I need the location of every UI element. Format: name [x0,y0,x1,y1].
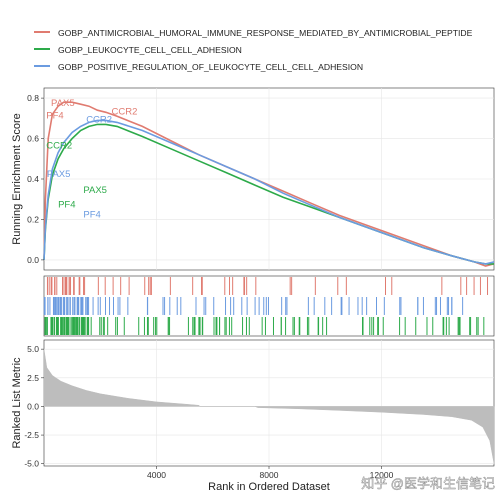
es-y-tick-label: 0.0 [27,255,39,265]
metric-y-tick-label: 5.0 [27,344,39,354]
es-y-tick-label: 0.8 [27,93,39,103]
x-tick-label: 12000 [370,470,394,480]
x-tick-label: 8000 [260,470,279,480]
ranked-metric-area [43,349,495,464]
legend: GOBP_ANTIMICROBIAL_HUMORAL_IMMUNE_RESPON… [34,28,473,72]
hit-marks [43,277,489,335]
x-axis-label: Rank in Ordered Dataset [208,481,330,493]
hits-panel [43,275,495,337]
metric-y-tick-label: -5.0 [24,459,39,469]
es-grid [44,88,494,270]
es-y-ticks: 0.0 0.2 0.4 0.6 0.8 [27,93,44,265]
gene-label: PAX5 [47,169,71,180]
metric-y-tick-label: 0.0 [27,401,39,411]
gene-label: PF4 [46,110,63,121]
gene-label: CCR2 [112,106,138,117]
gene-label: PF4 [83,209,100,220]
es-y-axis-label: Running Enrichment Score [11,113,23,244]
legend-entry: GOBP_POSITIVE_REGULATION_OF_LEUKOCYTE_CE… [58,62,363,72]
metric-y-axis-label: Ranked List Metric [11,357,23,449]
metric-y-tick-label: 2.5 [27,373,39,383]
metric-y-ticks: 5.0 2.5 0.0 -2.5 -5.0 [24,344,44,469]
x-ticks: 4000 8000 12000 [147,466,394,480]
watermark-text: 知乎 @医学和生信笔记 [361,476,495,491]
legend-entry: GOBP_LEUKOCYTE_CELL_CELL_ADHESION [58,45,242,55]
gene-label: CCR2 [46,141,72,152]
es-series-line [43,101,495,267]
es-y-tick-label: 0.2 [27,214,39,224]
es-series-line [43,119,495,265]
metric-area [43,349,495,464]
gene-label: PAX5 [83,185,107,196]
es-y-tick-label: 0.6 [27,134,39,144]
gene-label: PF4 [58,199,75,210]
gene-label: CCR2 [86,114,112,125]
es-lines [43,101,495,267]
es-y-tick-label: 0.4 [27,174,39,184]
x-tick-label: 4000 [147,470,166,480]
gene-label: PAX5 [51,98,75,109]
metric-y-tick-label: -2.5 [24,430,39,440]
legend-entry: GOBP_ANTIMICROBIAL_HUMORAL_IMMUNE_RESPON… [58,28,473,38]
